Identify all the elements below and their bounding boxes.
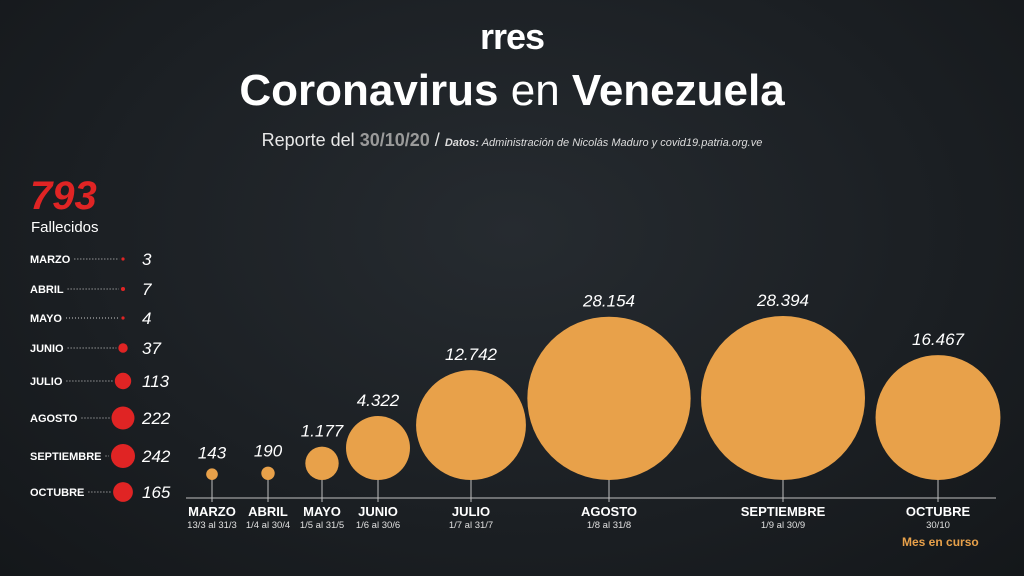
x-tick-label-septiembre: SEPTIEMBRE (741, 504, 826, 519)
case-bubble-julio (416, 370, 526, 480)
death-month-label-junio: JUNIO (30, 343, 64, 355)
deaths-total: 793 (30, 174, 97, 218)
x-tick-label-octubre: OCTUBRE (906, 504, 971, 519)
death-month-label-julio: JULIO (30, 376, 63, 388)
case-bubble-agosto (527, 316, 691, 480)
death-value-julio: 113 (142, 372, 170, 391)
death-month-label-agosto: AGOSTO (30, 413, 78, 425)
date-range-julio: 1/7 al 31/7 (449, 520, 493, 531)
case-value-label-agosto: 28.154 (582, 292, 635, 311)
case-bubble-junio (346, 416, 410, 480)
report-date: 30/10/20 (359, 130, 430, 150)
date-range-marzo: 13/3 al 31/3 (187, 520, 237, 531)
death-dot-septiembre (111, 444, 135, 468)
death-value-mayo: 4 (142, 309, 151, 328)
case-bubble-marzo (206, 468, 218, 480)
case-value-label-septiembre: 28.394 (756, 291, 809, 310)
x-tick-label-julio: JULIO (452, 504, 490, 519)
separator: / (434, 130, 440, 150)
page-title: Coronavirus en Venezuela (0, 66, 1024, 116)
death-value-septiembre: 242 (141, 447, 171, 466)
case-value-label-marzo: 143 (198, 443, 227, 462)
death-month-label-abril: ABRIL (30, 284, 64, 296)
deaths-label: Fallecidos (31, 219, 99, 236)
death-month-label-mayo: MAYO (30, 313, 62, 325)
source-note: Datos: Administración de Nicolás Maduro … (445, 137, 763, 149)
death-dot-julio (114, 372, 132, 390)
death-dot-mayo (121, 316, 125, 320)
death-month-label-marzo: MARZO (30, 254, 71, 266)
x-tick-label-mayo: MAYO (303, 504, 341, 519)
report-subtitle: Reporte del 30/10/20 / Datos: Administra… (0, 130, 1024, 151)
death-value-junio: 37 (142, 339, 161, 358)
death-value-abril: 7 (142, 280, 152, 299)
date-range-abril: 1/4 al 30/4 (246, 520, 290, 531)
title-part-1: Coronavirus (239, 66, 499, 115)
x-tick-label-marzo: MARZO (188, 504, 236, 519)
date-range-octubre: 30/10 (926, 520, 950, 531)
case-bubble-octubre (875, 355, 1001, 480)
case-bubble-abril (261, 466, 275, 480)
x-tick-label-agosto: AGOSTO (581, 504, 637, 519)
logo: rres (479, 16, 545, 57)
x-tick-label-junio: JUNIO (358, 504, 398, 519)
death-dot-agosto (111, 406, 135, 430)
date-range-agosto: 1/8 al 31/8 (587, 520, 631, 531)
case-value-label-mayo: 1.177 (301, 422, 344, 441)
date-range-junio: 1/6 al 30/6 (356, 520, 400, 531)
current-month-note: Mes en curso (902, 535, 979, 549)
case-value-label-octubre: 16.467 (912, 330, 965, 349)
death-dot-junio (118, 343, 128, 353)
death-month-label-septiembre: SEPTIEMBRE (30, 451, 102, 463)
date-range-mayo: 1/5 al 31/5 (300, 520, 344, 531)
death-value-octubre: 165 (142, 483, 171, 502)
case-bubble-septiembre (701, 316, 865, 480)
death-month-label-octubre: OCTUBRE (30, 487, 84, 499)
death-dot-octubre (113, 482, 133, 502)
death-value-marzo: 3 (142, 250, 152, 269)
case-value-label-abril: 190 (254, 442, 283, 461)
case-bubble-mayo (305, 446, 339, 480)
source-text: Administración de Nicolás Maduro y covid… (481, 137, 763, 149)
death-dot-marzo (121, 257, 125, 261)
death-value-agosto: 222 (141, 409, 171, 428)
date-range-septiembre: 1/9 al 30/9 (761, 520, 805, 531)
x-tick-label-abril: ABRIL (248, 504, 288, 519)
title-part-3: Venezuela (571, 66, 785, 115)
title-part-2: en (510, 66, 560, 115)
case-value-label-julio: 12.742 (445, 345, 498, 364)
report-label: Reporte del (261, 130, 355, 150)
source-label: Datos: (444, 137, 480, 149)
death-dot-abril (120, 286, 126, 292)
case-value-label-junio: 4.322 (357, 391, 400, 410)
